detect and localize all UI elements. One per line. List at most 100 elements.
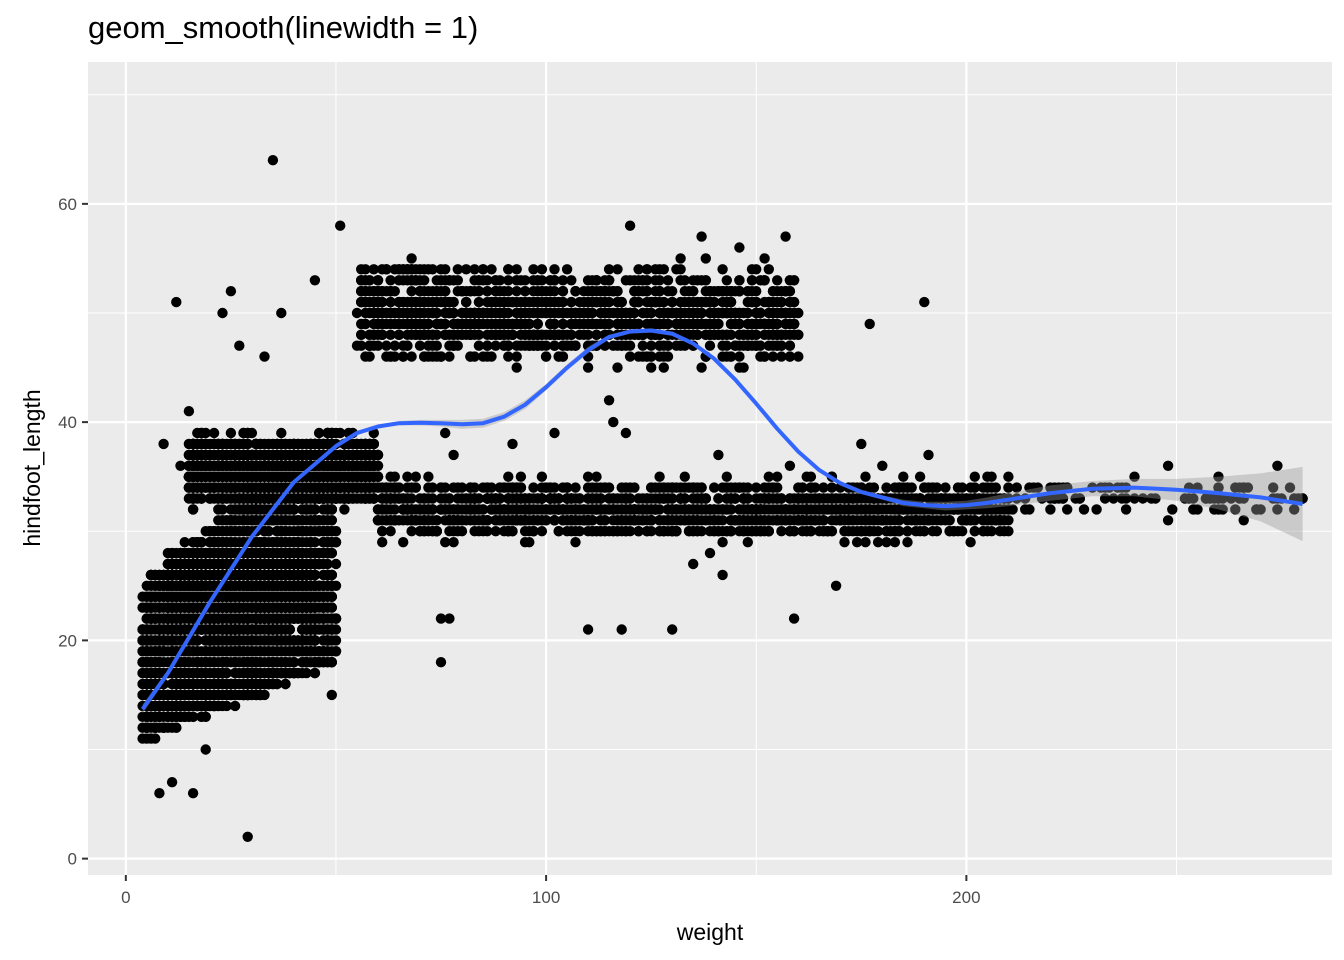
data-point <box>137 591 148 602</box>
data-point <box>145 657 157 668</box>
data-point <box>171 722 182 733</box>
data-point <box>313 493 325 504</box>
data-point <box>145 602 157 613</box>
data-point <box>263 438 274 450</box>
data-point <box>305 449 316 461</box>
data-point <box>271 515 283 526</box>
data-point <box>368 449 379 461</box>
data-point <box>187 657 199 668</box>
data-point <box>313 482 325 493</box>
data-point <box>150 667 161 679</box>
data-point <box>141 711 152 722</box>
data-point <box>234 646 245 657</box>
data-point <box>271 547 283 559</box>
data-point <box>141 678 152 690</box>
data-point <box>322 635 333 646</box>
data-point <box>292 493 304 504</box>
data-point <box>238 515 249 526</box>
data-point <box>330 558 342 570</box>
data-point <box>200 700 211 712</box>
data-point <box>255 482 266 493</box>
data-point <box>208 537 220 548</box>
data-point <box>154 711 165 722</box>
data-point <box>339 482 350 493</box>
data-point <box>305 646 316 657</box>
chart-title: geom_smooth(linewidth = 1) <box>88 10 479 45</box>
data-point <box>150 722 161 733</box>
data-point <box>234 493 245 504</box>
data-point <box>250 438 262 450</box>
data-point <box>246 460 258 471</box>
data-point <box>217 635 228 646</box>
data-point <box>259 493 270 504</box>
data-point <box>200 667 211 679</box>
data-point <box>351 493 363 504</box>
data-point <box>158 657 169 668</box>
data-point <box>339 460 350 471</box>
data-point <box>217 504 228 515</box>
data-point <box>246 678 258 690</box>
data-point <box>309 657 321 668</box>
data-point <box>225 515 237 526</box>
data-point <box>158 689 169 701</box>
data-point <box>213 438 224 450</box>
data-point <box>187 504 199 515</box>
data-point <box>364 482 375 493</box>
data-point <box>196 438 207 450</box>
data-point <box>187 689 199 701</box>
data-point <box>229 504 241 515</box>
data-point <box>351 460 363 471</box>
data-point <box>322 657 333 668</box>
data-point <box>309 438 321 450</box>
data-point <box>225 427 237 439</box>
data-point <box>364 460 375 471</box>
data-point <box>326 547 337 559</box>
data-point <box>305 526 316 537</box>
data-point <box>171 689 182 701</box>
data-point <box>217 700 228 712</box>
data-point <box>213 460 224 471</box>
data-point <box>297 515 308 526</box>
data-point <box>284 504 295 515</box>
data-point <box>208 482 220 493</box>
data-point <box>263 657 274 668</box>
data-point <box>166 711 178 722</box>
data-point <box>330 493 342 504</box>
data-point <box>263 678 274 690</box>
data-point <box>255 689 266 701</box>
data-point <box>368 438 379 450</box>
data-point <box>166 700 178 712</box>
data-point <box>322 427 333 439</box>
data-point <box>309 667 321 679</box>
scatter-points <box>137 155 1308 842</box>
data-point <box>271 460 283 471</box>
data-point <box>200 646 211 657</box>
data-point <box>217 449 228 461</box>
data-point <box>221 493 232 504</box>
data-point <box>309 471 321 482</box>
data-point <box>326 624 337 635</box>
data-point <box>213 515 224 526</box>
data-point <box>276 427 287 439</box>
data-point <box>297 504 308 515</box>
data-point <box>213 471 224 482</box>
data-point <box>284 667 295 679</box>
data-point <box>192 449 203 461</box>
data-point <box>297 438 308 450</box>
data-point <box>141 580 152 591</box>
data-point <box>225 526 237 537</box>
data-point <box>339 504 350 515</box>
data-point <box>288 449 300 461</box>
data-point <box>183 482 195 493</box>
data-point <box>356 438 367 450</box>
data-point <box>192 547 203 559</box>
data-point <box>200 427 211 439</box>
data-point <box>246 667 258 679</box>
data-point <box>280 678 291 690</box>
data-point <box>141 646 152 657</box>
data-point <box>238 657 249 668</box>
data-point <box>187 493 199 504</box>
data-point <box>335 427 346 439</box>
data-point <box>225 537 237 548</box>
